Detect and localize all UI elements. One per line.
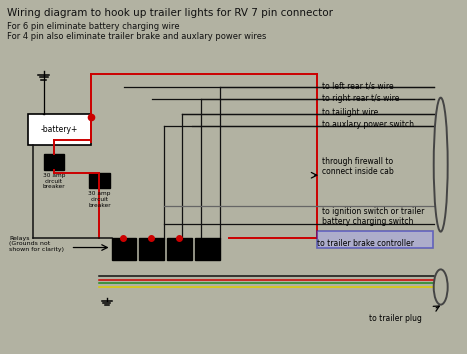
Bar	[140, 238, 163, 260]
Bar	[28, 114, 91, 145]
Bar	[89, 173, 110, 188]
Bar	[167, 238, 191, 260]
Text: to tailight wire: to tailight wire	[322, 108, 378, 117]
Bar	[112, 238, 136, 260]
Bar	[43, 154, 64, 170]
Text: For 6 pin eliminate battery charging wire: For 6 pin eliminate battery charging wir…	[7, 22, 179, 31]
Text: to auxlary power switch: to auxlary power switch	[322, 120, 414, 129]
Text: to right rear t/s wire: to right rear t/s wire	[322, 94, 399, 103]
Text: to left rear t/s wire: to left rear t/s wire	[322, 81, 394, 91]
Text: 30 amp
circuit
breaker: 30 amp circuit breaker	[88, 191, 111, 208]
Bar	[195, 238, 219, 260]
Text: 30 amp
circuit
breaker: 30 amp circuit breaker	[42, 173, 65, 189]
Text: to trailer plug: to trailer plug	[368, 314, 421, 322]
Text: through firewall to
connect inside cab: through firewall to connect inside cab	[322, 157, 394, 176]
Bar	[317, 231, 433, 248]
Text: to trailer brake controller: to trailer brake controller	[317, 239, 414, 248]
Text: -battery+: -battery+	[41, 125, 78, 134]
Text: Wiring diagram to hook up trailer lights for RV 7 pin connector: Wiring diagram to hook up trailer lights…	[7, 8, 333, 18]
Text: For 4 pin also eliminate trailer brake and auxlary power wires: For 4 pin also eliminate trailer brake a…	[7, 32, 266, 41]
Text: to ignition switch or trailer
battery charging switch: to ignition switch or trailer battery ch…	[322, 207, 425, 226]
Text: Relays
(Grounds not
shown for clarity): Relays (Grounds not shown for clarity)	[9, 236, 64, 252]
